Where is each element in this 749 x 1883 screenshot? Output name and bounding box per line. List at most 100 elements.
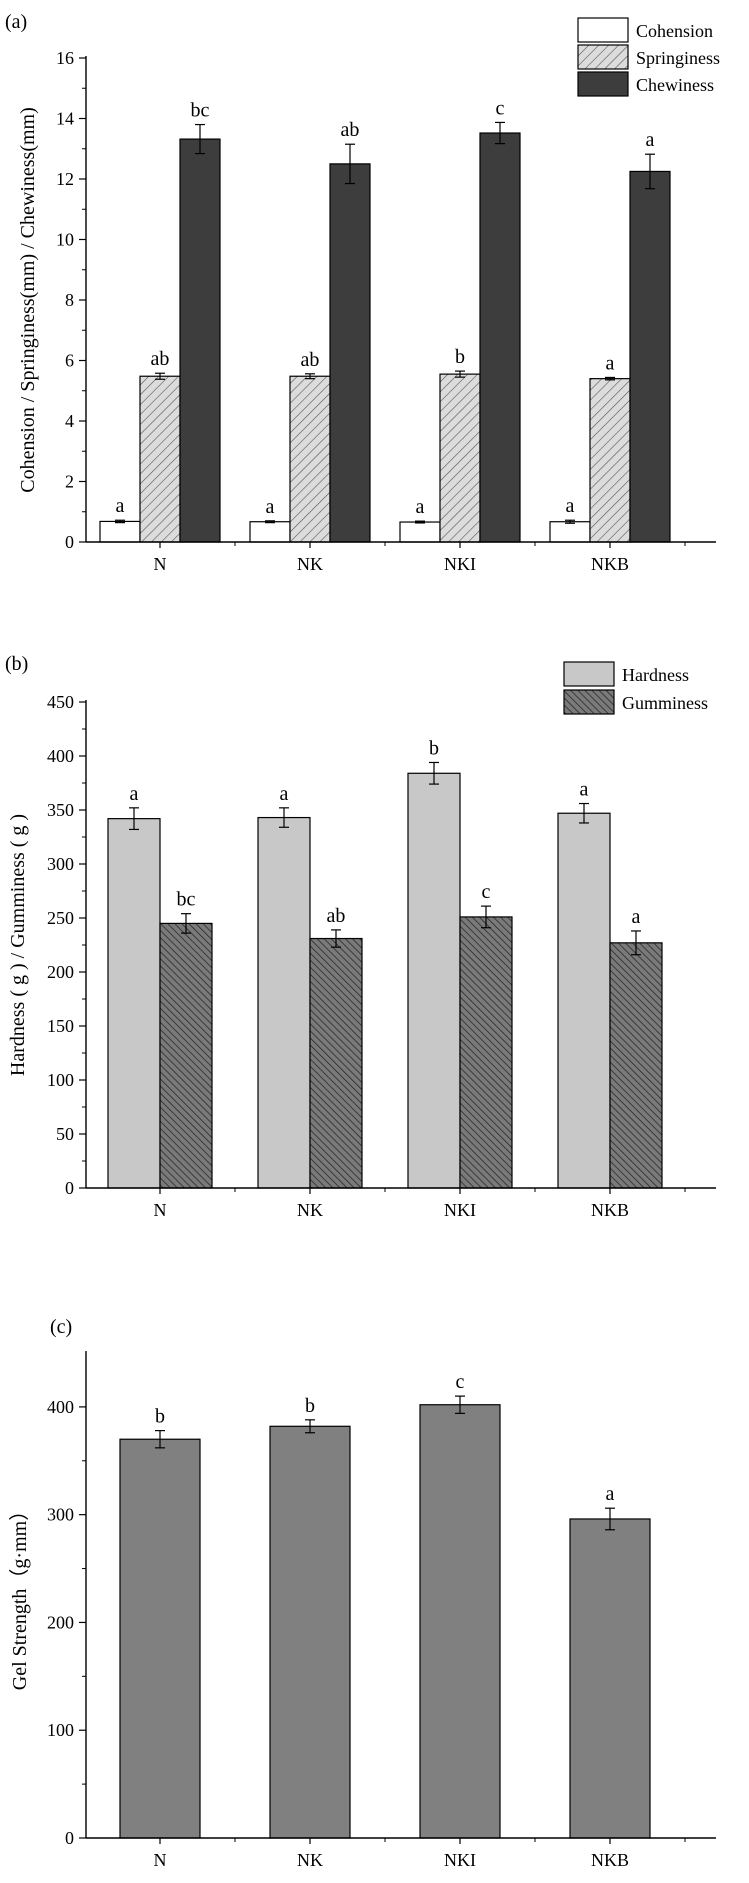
y-tick-label: 150 [47,1016,74,1036]
significance-letter: b [305,1395,315,1417]
bar-hardness-nk [257,816,311,1189]
y-tick-label: 100 [47,1070,74,1090]
significance-letter: bc [191,100,210,122]
bar-gumminess-n [159,922,213,1189]
bar-cohension-nkb [549,521,591,543]
panel-label: (a) [5,11,27,33]
significance-letter: a [130,783,139,805]
y-axis-label: Cohension / Springiness(mm) / Chewiness(… [17,107,39,493]
legend-label: Hardness [622,665,689,685]
x-tick-label: NKB [591,1200,629,1220]
y-tick-label: 50 [56,1124,74,1144]
significance-letter: c [456,1371,465,1393]
significance-letter: a [580,779,589,801]
bar-gumminess-nkb [609,942,663,1189]
legend-swatch [577,44,629,70]
x-tick-label: N [154,1850,167,1870]
bar-chewiness-nki [479,132,521,543]
significance-letter: a [116,495,125,517]
bar-cohension-n [99,520,141,543]
chart-panel-c: b Nb NK c NKI a NKB 0 100 200 300 400 Gel Strength（g… [8,1316,716,1870]
bar-hardness-nkb [557,812,611,1189]
significance-letter: a [280,783,289,805]
y-tick-label: 350 [47,800,74,820]
bar-gel-strength-nki [419,1404,501,1839]
significance-letter: b [455,346,465,368]
y-tick-label: 200 [47,962,74,982]
bar-cohension-nk [249,521,291,543]
y-tick-label: 0 [65,532,74,552]
y-tick-label: 10 [56,230,74,250]
y-tick-label: 450 [47,692,74,712]
bar-hardness-n [107,818,161,1189]
y-tick-label: 400 [47,1397,74,1417]
y-axis-label: Hardness ( g ) / Gumminess ( g ) [7,814,29,1076]
x-tick-label: NKB [591,1850,629,1870]
y-axis-label: Gel Strength（g·mm） [8,1501,31,1690]
legend-label: Gumminess [622,693,708,713]
significance-letter: ab [341,119,360,141]
legend-label: Cohension [636,21,713,41]
bar-cohension-nki [399,521,441,543]
bar-gel-strength-nk [269,1425,351,1839]
significance-letter: a [606,1483,615,1505]
chart-panel-b: abcNaabNKbcNKIaaNKB050100150200250300350… [5,653,716,1220]
y-tick-label: 4 [65,411,74,431]
y-tick-label: 100 [47,1720,74,1740]
significance-letter: ab [151,348,170,370]
y-tick-label: 6 [65,351,74,371]
x-tick-label: N [154,554,167,574]
bar-gumminess-nk [309,937,363,1189]
y-tick-label: 250 [47,908,74,928]
significance-letter: a [266,496,275,518]
significance-letter: ab [301,349,320,371]
y-tick-label: 300 [47,854,74,874]
x-tick-label: N [154,1200,167,1220]
significance-letter: a [416,496,425,518]
significance-letter: a [632,906,641,928]
bar-springiness-n [139,375,181,543]
bar-gumminess-nki [459,916,513,1189]
significance-letter: c [482,881,491,903]
legend-swatch [577,17,629,43]
panel-label: (c) [50,1316,72,1338]
y-tick-label: 0 [65,1828,74,1848]
y-tick-label: 400 [47,746,74,766]
x-tick-label: NK [297,554,323,574]
legend-label: Chewiness [636,75,714,95]
y-tick-label: 2 [65,472,74,492]
bar-chewiness-n [179,138,221,543]
bar-chewiness-nk [329,163,371,543]
y-tick-label: 0 [65,1178,74,1198]
bar-chewiness-nkb [629,170,671,543]
significance-letter: ab [327,905,346,927]
significance-letter: a [566,495,575,517]
legend-swatch [563,661,615,687]
legend-swatch [563,689,615,715]
chart-panel-a: aabbcNaababNKabcNKIaaaNKB0246810121416Co… [5,11,720,574]
bar-gel-strength-nkb [569,1518,651,1839]
x-tick-label: NKI [444,1850,476,1870]
x-tick-label: NKI [444,1200,476,1220]
legend-label: Springiness [636,48,720,68]
bar-hardness-nki [407,772,461,1189]
x-tick-label: NKI [444,554,476,574]
legend: Hardness Gumminess [563,661,708,715]
significance-letter: b [429,737,439,759]
bar-springiness-nkb [589,378,631,543]
y-tick-label: 12 [56,169,74,189]
y-tick-label: 8 [65,290,74,310]
legend: Cohension Springiness Chewiness [577,17,720,97]
legend-swatch [577,71,629,97]
bar-springiness-nk [289,375,331,543]
significance-letter: a [606,352,615,374]
bar-springiness-nki [439,373,481,543]
y-tick-label: 14 [56,109,74,129]
panel-label: (b) [5,653,28,675]
x-tick-label: NKB [591,554,629,574]
y-tick-label: 16 [56,48,74,68]
significance-letter: a [646,129,655,151]
bar-gel-strength-n [119,1438,201,1839]
x-tick-label: NK [297,1850,323,1870]
